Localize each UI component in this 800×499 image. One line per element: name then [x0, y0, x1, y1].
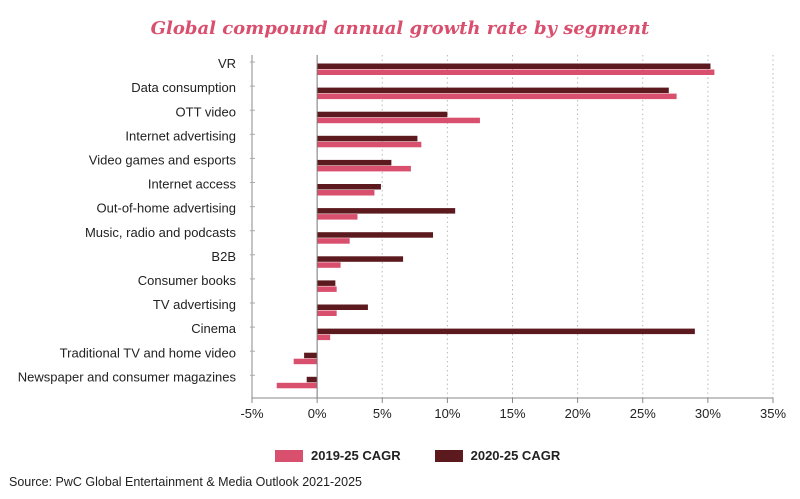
bar-chart: VR Data consumption OTT video Internet adve…	[18, 55, 786, 421]
category-label-tv-advertising: TV advertising	[153, 297, 236, 312]
bar-2020-25-cagr-out-of-home-advertising	[317, 208, 456, 214]
bar-2020-25-cagr-ott-video	[317, 111, 448, 118]
x-tick-label: 35%	[760, 406, 786, 421]
bar-2019-25-cagr-out-of-home-advertising	[317, 214, 358, 220]
legend-label-2020-25: 2020-25 CAGR	[470, 448, 561, 463]
category-label-vr: VR	[218, 56, 236, 71]
x-tick-label: 20%	[565, 406, 591, 421]
legend-label-2019-25: 2019-25 CAGR	[311, 448, 401, 463]
category-label-b2b: B2B	[211, 249, 236, 264]
bar-2020-25-cagr-cinema	[317, 328, 695, 335]
bar-2019-25-cagr-data-consumption	[317, 93, 677, 100]
axes	[250, 55, 774, 403]
x-tick-label: -5%	[240, 406, 264, 421]
category-label-traditional-tv-and-home-video: Traditional TV and home video	[60, 345, 236, 360]
bar-2020-25-cagr-tv-advertising	[317, 304, 368, 310]
x-tick-label: 5%	[373, 406, 392, 421]
bar-2020-25-cagr-internet-advertising	[317, 135, 418, 142]
x-tick-label: 10%	[434, 406, 460, 421]
category-label-music-radio-and-podcasts: Music, radio and podcasts	[85, 225, 237, 240]
bar-2019-25-cagr-b2b	[317, 262, 341, 268]
bar-2019-25-cagr-music-radio-and-podcasts	[317, 238, 350, 244]
bar-2019-25-cagr-newspaper-and-consumer-magazines	[276, 382, 318, 389]
category-label-internet-access: Internet access	[148, 177, 237, 192]
category-label-cinema: Cinema	[191, 321, 237, 336]
x-tick-label: 30%	[695, 406, 721, 421]
legend-swatch-2020-25	[434, 449, 463, 462]
x-tick-label: 0%	[308, 406, 327, 421]
grid-lines	[381, 55, 774, 398]
category-label-consumer-books: Consumer books	[138, 273, 237, 288]
legend-item-2019-25: 2019-25 CAGR	[275, 448, 401, 463]
bar-2019-25-cagr-cinema	[317, 334, 331, 341]
category-label-out-of-home-advertising: Out-of-home advertising	[97, 201, 236, 216]
bar-2020-25-cagr-b2b	[317, 256, 404, 262]
x-tick-label: 15%	[499, 406, 525, 421]
bar-2020-25-cagr-internet-access	[317, 184, 381, 190]
source-note: Source: PwC Global Entertainment & Media…	[9, 475, 362, 489]
legend: 2019-25 CAGR 2020-25 CAGR	[275, 448, 560, 463]
legend-swatch-2019-25	[275, 449, 303, 462]
bars	[276, 63, 715, 389]
category-label-video-games-and-esports: Video games and esports	[89, 152, 237, 167]
bar-2020-25-cagr-newspaper-and-consumer-magazines	[306, 376, 318, 383]
bar-2020-25-cagr-traditional-tv-and-home-video	[304, 352, 318, 359]
bar-2019-25-cagr-traditional-tv-and-home-video	[293, 358, 318, 365]
category-label-data-consumption: Data consumption	[131, 80, 236, 95]
bar-2020-25-cagr-vr	[317, 63, 711, 69]
bar-2019-25-cagr-video-games-and-esports	[317, 165, 411, 172]
bar-2019-25-cagr-consumer-books	[317, 286, 337, 292]
chart-title: Global compound annual growth rate by se…	[150, 18, 650, 39]
category-label-ott-video: OTT video	[176, 104, 236, 119]
bar-2019-25-cagr-internet-advertising	[317, 141, 422, 148]
bar-2019-25-cagr-tv-advertising	[317, 310, 337, 316]
bar-2020-25-cagr-consumer-books	[317, 280, 336, 286]
bar-2020-25-cagr-music-radio-and-podcasts	[317, 232, 434, 238]
category-label-internet-advertising: Internet advertising	[125, 128, 236, 143]
legend-item-2020-25: 2020-25 CAGR	[434, 448, 561, 463]
bar-2020-25-cagr-video-games-and-esports	[317, 159, 392, 166]
bar-2020-25-cagr-data-consumption	[317, 87, 669, 94]
bar-2019-25-cagr-ott-video	[317, 117, 480, 124]
category-label-newspaper-and-consumer-magazines: Newspaper and consumer magazines	[18, 369, 237, 384]
bar-2019-25-cagr-internet-access	[317, 190, 375, 196]
x-tick-label: 25%	[630, 406, 656, 421]
bar-2019-25-cagr-vr	[317, 69, 715, 75]
category-labels: VR Data consumption OTT video Internet adve…	[18, 56, 237, 384]
tick-labels: -5% 0% 5% 10% 15% 20% 25% 30% 35%	[240, 406, 786, 421]
